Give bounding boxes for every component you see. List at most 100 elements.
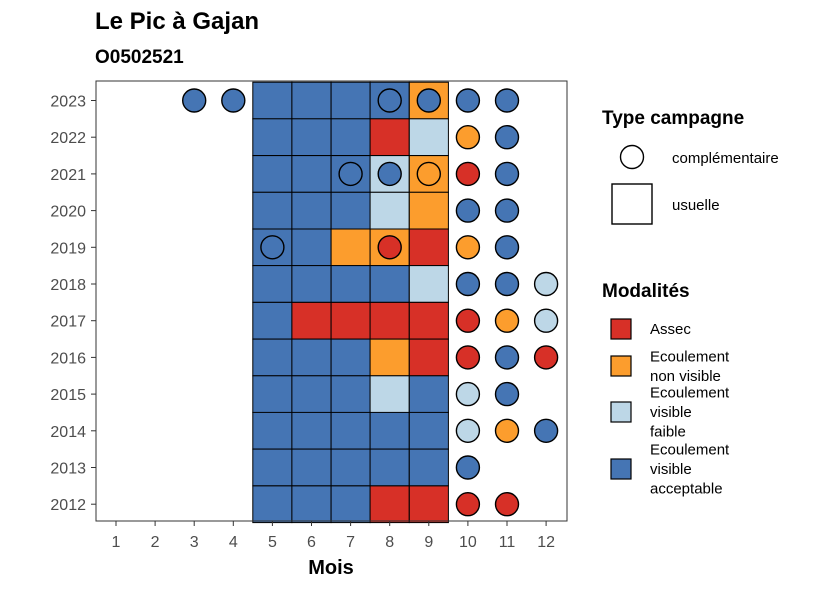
tile-2018-m6 [291, 265, 332, 303]
legend-key-NV [610, 355, 632, 377]
tile-2018-m5 [252, 265, 293, 303]
y-tick-label: 2013 [50, 461, 86, 478]
point-2012-m10 [455, 492, 481, 517]
tile-2020-m5 [252, 191, 293, 230]
point-2018-m12 [533, 271, 559, 297]
tile-2013-m9 [408, 448, 449, 487]
point-2023-m11 [494, 88, 520, 113]
legend-modalite-label: faible [650, 424, 686, 441]
tile-2017-m7 [330, 301, 371, 340]
y-tick-label: 2019 [50, 240, 86, 257]
tile-2018-m9 [408, 265, 449, 303]
point-2016-m11 [494, 345, 520, 370]
y-tick-label: 2023 [50, 94, 86, 111]
x-tick-label: 7 [346, 534, 355, 551]
legend-square-key [611, 183, 653, 225]
tile-2016-m7 [330, 338, 371, 377]
legend-type-campagne: Type campagne complémentaire usuelle [602, 108, 779, 225]
point-layer [181, 88, 559, 517]
tile-2021-m5 [252, 155, 293, 193]
point-2021-m11 [494, 161, 520, 187]
legend-modalite-label: visible [650, 404, 692, 421]
point-2019-m5 [260, 235, 285, 260]
tile-2012-m9 [408, 485, 449, 524]
tile-2023-m7 [330, 81, 371, 120]
y-tick-label: 2012 [50, 497, 86, 514]
point-2015-m11 [494, 381, 520, 407]
y-tick-label: 2022 [50, 130, 86, 147]
point-2015-m10 [455, 381, 481, 407]
point-2023-m3 [181, 88, 207, 113]
legend-key-VA [610, 458, 632, 480]
legend-type-label: usuelle [672, 197, 720, 214]
point-2016-m10 [455, 345, 481, 370]
point-2023-m9 [416, 88, 441, 113]
tile-2021-m6 [291, 155, 332, 193]
tile-layer [252, 81, 449, 524]
x-tick-label: 2 [151, 534, 160, 551]
legend-modalite-label: acceptable [650, 481, 723, 498]
tile-2016-m8 [369, 338, 410, 377]
tile-2013-m7 [330, 448, 371, 487]
legend-modalite-label: visible [650, 461, 692, 478]
point-2020-m11 [494, 198, 520, 223]
y-tick-label: 2017 [50, 314, 86, 331]
tile-2014-m6 [291, 411, 332, 450]
x-tick-label: 1 [112, 534, 121, 551]
x-tick-label: 4 [229, 534, 238, 551]
tile-2020-m6 [291, 191, 332, 230]
tile-2014-m8 [369, 411, 410, 450]
chart-subtitle: O0502521 [95, 47, 184, 68]
tile-2014-m5 [252, 411, 293, 450]
tile-2012-m7 [330, 485, 371, 524]
tile-2015-m6 [291, 375, 332, 413]
legend-modalite-label: Ecoulement [650, 348, 730, 365]
tile-2015-m9 [408, 375, 449, 413]
tile-2022-m7 [330, 118, 371, 157]
x-tick-label: 11 [499, 534, 516, 551]
x-tick-label: 8 [385, 534, 394, 551]
tile-2018-m7 [330, 265, 371, 303]
x-tick-label: 12 [537, 534, 555, 551]
y-tick-label: 2016 [50, 350, 86, 367]
y-tick-label: 2021 [50, 167, 86, 184]
point-2017-m10 [455, 308, 481, 333]
tile-2015-m8 [369, 375, 410, 413]
tile-2012-m8 [369, 485, 410, 524]
point-2023-m8 [377, 88, 402, 113]
legend-modalite-label: Ecoulement [650, 385, 730, 402]
plot-panel-border [95, 80, 568, 522]
point-2017-m11 [494, 308, 520, 333]
tile-2017-m8 [369, 301, 410, 340]
y-tick-label: 2014 [50, 424, 86, 441]
tile-2013-m6 [291, 448, 332, 487]
point-2014-m10 [455, 418, 481, 443]
point-2019-m8 [377, 235, 402, 260]
legend-key-VF [610, 401, 632, 423]
tile-2020-m9 [408, 191, 449, 230]
tile-2020-m7 [330, 191, 371, 230]
tile-2016-m5 [252, 338, 293, 377]
legend-circle-key [619, 144, 645, 170]
y-tick-label: 2020 [50, 204, 86, 221]
tile-2013-m5 [252, 448, 293, 487]
tile-2022-m6 [291, 118, 332, 157]
point-2021-m7 [338, 161, 363, 187]
point-2021-m9 [416, 161, 441, 187]
tile-2022-m8 [369, 118, 410, 157]
x-tick-label: 5 [268, 534, 277, 551]
x-tick-label: 10 [459, 534, 477, 551]
x-tick-label: 3 [190, 534, 199, 551]
y-tick-label: 2015 [50, 387, 86, 404]
tile-2016-m9 [408, 338, 449, 377]
tile-2023-m6 [291, 81, 332, 120]
tile-2015-m7 [330, 375, 371, 413]
point-2021-m10 [455, 161, 481, 187]
point-2022-m10 [455, 124, 481, 150]
tile-2022-m9 [408, 118, 449, 157]
point-2020-m10 [455, 198, 481, 223]
point-2023-m4 [221, 88, 246, 113]
legend-modalite-label: non visible [650, 368, 721, 385]
legend-key-A [610, 318, 632, 340]
